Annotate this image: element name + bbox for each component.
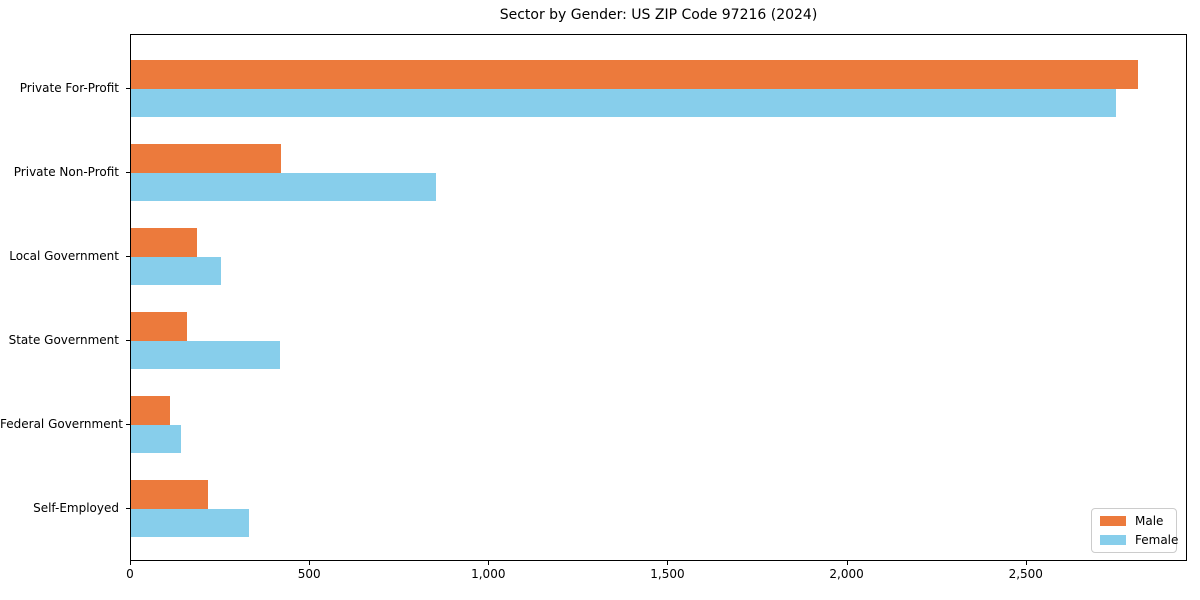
y-tick-label: Private Non-Profit [13,164,119,179]
legend-label-female: Female [1135,533,1179,547]
x-tick-label: 500 [297,567,321,581]
y-tick-mark [126,339,130,341]
y-tick-label: Private For-Profit [19,80,119,95]
y-tick-label: Self-Employed [33,500,119,515]
bar-female-5 [131,424,182,453]
bar-male-1 [131,60,1138,89]
x-tick-label: 1,500 [650,567,685,581]
legend-item-female: Female [1100,533,1178,547]
bar-female-4 [131,340,280,369]
legend-label-male: Male [1135,514,1164,528]
legend-item-male: Male [1100,514,1168,528]
bar-male-6 [131,480,209,509]
x-tick-mark [846,561,848,565]
bar-male-4 [131,312,187,341]
y-tick-label: Federal Government [0,416,123,431]
x-tick-mark [488,561,490,565]
y-tick-mark [126,171,130,173]
y-tick-mark [126,255,130,257]
bar-male-2 [131,144,282,173]
x-tick-label: 2,000 [829,567,864,581]
bar-female-1 [131,88,1117,117]
bar-female-3 [131,256,221,285]
bar-female-2 [131,172,436,201]
y-tick-mark [126,507,130,509]
y-tick-label: Local Government [9,248,119,263]
y-tick-mark [126,87,130,89]
x-tick-mark [667,561,669,565]
legend-swatch-male [1100,516,1126,526]
plot-area [130,34,1187,561]
bar-female-6 [131,508,250,537]
y-tick-mark [126,423,130,425]
chart-title: Sector by Gender: US ZIP Code 97216 (202… [499,7,818,23]
bar-male-5 [131,396,171,425]
legend: Male Female [1091,508,1178,553]
legend-swatch-female [1100,535,1126,545]
x-tick-mark [130,561,131,565]
x-tick-label: 1,000 [471,567,506,581]
x-tick-label: 2,500 [1008,567,1043,581]
y-tick-label: State Government [8,332,119,347]
x-tick-label: 0 [126,567,134,581]
x-tick-mark [1025,561,1027,565]
x-tick-mark [309,561,311,565]
bar-male-3 [131,228,198,257]
